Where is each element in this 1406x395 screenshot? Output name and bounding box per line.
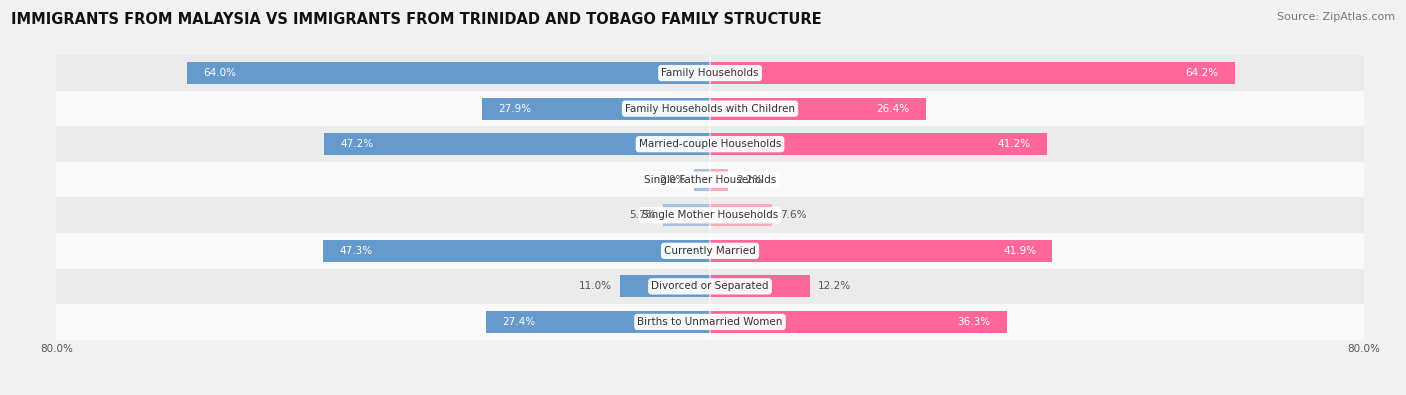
Text: 5.7%: 5.7%	[628, 210, 655, 220]
Bar	[56, 91, 1364, 126]
Bar	[710, 62, 1234, 84]
Bar	[56, 233, 1364, 269]
Text: 47.3%: 47.3%	[340, 246, 373, 256]
Bar	[56, 126, 1364, 162]
Bar	[664, 204, 710, 226]
Bar	[693, 169, 710, 191]
Bar	[56, 269, 1364, 304]
Bar	[56, 162, 1364, 198]
Bar	[710, 240, 1053, 262]
Text: 12.2%: 12.2%	[818, 281, 851, 292]
Bar	[56, 55, 1364, 91]
Bar	[486, 311, 710, 333]
Text: Currently Married: Currently Married	[664, 246, 756, 256]
Bar	[710, 133, 1046, 155]
Text: 36.3%: 36.3%	[957, 317, 990, 327]
Text: 41.2%: 41.2%	[997, 139, 1031, 149]
Text: Divorced or Separated: Divorced or Separated	[651, 281, 769, 292]
Text: 27.4%: 27.4%	[502, 317, 536, 327]
Text: Family Households with Children: Family Households with Children	[626, 103, 794, 114]
Text: 11.0%: 11.0%	[579, 281, 612, 292]
Text: 2.2%: 2.2%	[737, 175, 762, 185]
Text: Married-couple Households: Married-couple Households	[638, 139, 782, 149]
Text: 7.6%: 7.6%	[780, 210, 807, 220]
Bar	[56, 198, 1364, 233]
Text: 27.9%: 27.9%	[498, 103, 531, 114]
Bar	[325, 133, 710, 155]
Bar	[710, 98, 925, 120]
Bar	[710, 311, 1007, 333]
Text: 64.0%: 64.0%	[204, 68, 236, 78]
Bar	[710, 204, 772, 226]
Bar	[56, 304, 1364, 340]
Text: 41.9%: 41.9%	[1002, 246, 1036, 256]
Text: Single Father Households: Single Father Households	[644, 175, 776, 185]
Text: 26.4%: 26.4%	[876, 103, 910, 114]
Bar	[187, 62, 710, 84]
Text: IMMIGRANTS FROM MALAYSIA VS IMMIGRANTS FROM TRINIDAD AND TOBAGO FAMILY STRUCTURE: IMMIGRANTS FROM MALAYSIA VS IMMIGRANTS F…	[11, 12, 823, 27]
Text: Births to Unmarried Women: Births to Unmarried Women	[637, 317, 783, 327]
Bar	[323, 240, 710, 262]
Text: Single Mother Households: Single Mother Households	[643, 210, 778, 220]
Text: Source: ZipAtlas.com: Source: ZipAtlas.com	[1277, 12, 1395, 22]
Bar	[620, 275, 710, 297]
Text: 2.0%: 2.0%	[659, 175, 686, 185]
Bar	[710, 275, 810, 297]
Text: 47.2%: 47.2%	[340, 139, 374, 149]
Text: Family Households: Family Households	[661, 68, 759, 78]
Bar	[482, 98, 710, 120]
Text: 64.2%: 64.2%	[1185, 68, 1219, 78]
Bar	[710, 169, 728, 191]
